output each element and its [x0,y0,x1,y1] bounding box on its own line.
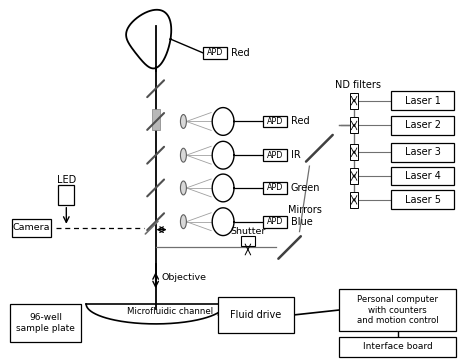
Bar [152,109,160,130]
Text: Mirrors: Mirrors [288,205,321,215]
Bar [391,91,454,110]
Bar [391,191,454,209]
Text: APD: APD [266,217,283,226]
Bar [263,182,287,194]
Text: Camera: Camera [13,223,50,232]
Bar [391,143,454,162]
Text: LED: LED [57,175,76,185]
Bar [12,219,52,237]
Bar [339,337,456,357]
Text: Personal computer
with counters
and motion control: Personal computer with counters and moti… [357,295,438,325]
Ellipse shape [181,181,186,195]
Ellipse shape [181,215,186,229]
Text: ND filters: ND filters [335,80,381,90]
Text: Objective: Objective [162,273,207,282]
Ellipse shape [181,148,186,162]
Bar [241,236,255,245]
Bar [350,93,358,109]
Text: Laser 2: Laser 2 [405,121,440,130]
Text: Blue: Blue [291,217,312,227]
Text: Red: Red [291,117,309,126]
Text: Laser 1: Laser 1 [405,95,440,106]
Bar [218,297,293,333]
Bar [263,216,287,228]
Text: APD: APD [266,117,283,126]
Text: Interface board: Interface board [363,342,433,351]
Bar [391,116,454,135]
Bar [58,185,74,205]
Bar [203,47,227,59]
Text: APD: APD [207,49,223,57]
Bar [350,144,358,160]
Text: IR: IR [291,150,301,160]
Ellipse shape [181,114,186,129]
Text: Shutter: Shutter [230,227,265,236]
Bar [391,167,454,185]
Bar [350,192,358,208]
Bar [263,115,287,127]
Bar [263,149,287,161]
Text: Red: Red [231,48,250,58]
Text: Laser 4: Laser 4 [405,171,440,181]
Bar [10,304,81,342]
Bar [350,118,358,133]
Text: Fluid drive: Fluid drive [230,310,282,320]
Bar [350,168,358,184]
Text: APD: APD [266,183,283,192]
Text: Green: Green [291,183,320,193]
Bar [339,289,456,331]
Text: 96-well
sample plate: 96-well sample plate [16,313,75,333]
Text: Laser 5: Laser 5 [405,195,440,205]
Text: APD: APD [266,151,283,160]
Text: Microfluidic channel: Microfluidic channel [128,307,214,317]
Text: Laser 3: Laser 3 [405,147,440,157]
